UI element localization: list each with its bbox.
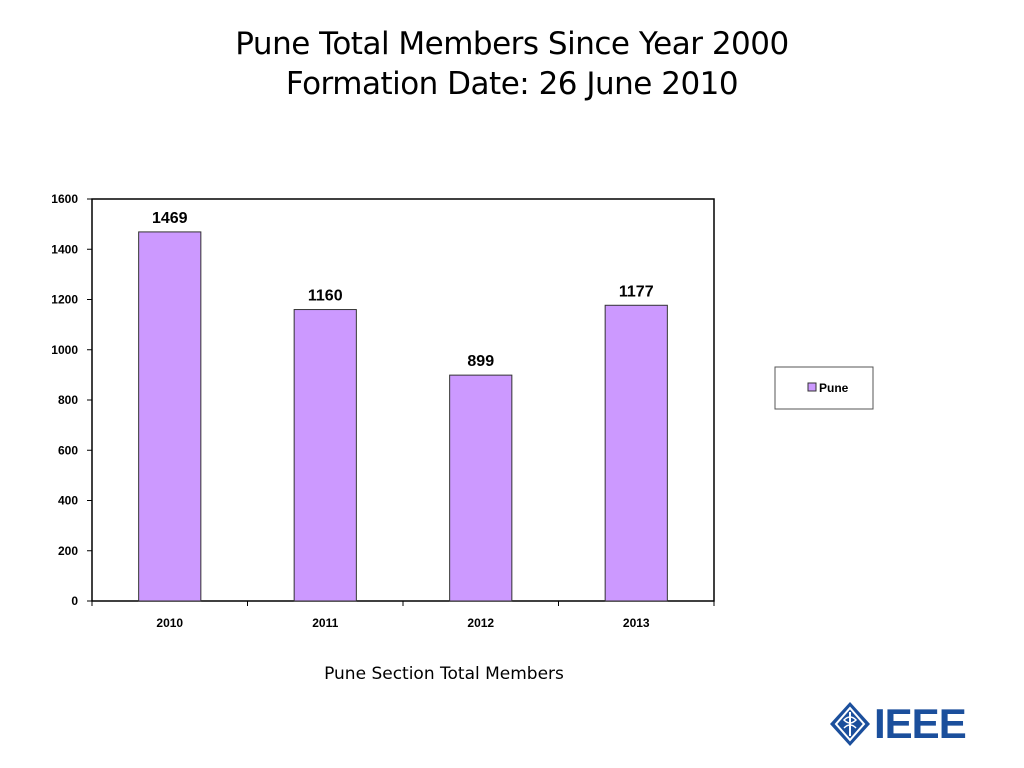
bar-data-label: 1469	[152, 210, 188, 227]
legend-box	[774, 366, 874, 410]
x-tick-label: 2011	[312, 616, 338, 630]
y-tick-label: 600	[58, 443, 78, 457]
slide-title: Pune Total Members Since Year 2000 Forma…	[0, 24, 1024, 104]
x-tick-label: 2013	[623, 616, 650, 630]
bar	[449, 374, 513, 602]
x-tick-label: 2012	[467, 616, 494, 630]
legend-label-pune: Pune	[819, 381, 849, 395]
y-tick-label: 0	[71, 594, 78, 608]
y-tick-label: 400	[58, 494, 78, 508]
title-line-2: Formation Date: 26 June 2010	[285, 66, 739, 102]
y-tick-label: 1200	[51, 293, 78, 307]
bar-data-label: 1177	[619, 283, 654, 300]
y-tick-label: 800	[58, 393, 78, 407]
legend-swatch	[807, 382, 817, 392]
ieee-logo-icon	[830, 702, 870, 746]
y-tick-label: 1000	[51, 343, 78, 357]
y-tick-label: 200	[58, 544, 78, 558]
y-tick-label: 1600	[51, 192, 78, 206]
title-line-1: Pune Total Members Since Year 2000	[235, 26, 789, 62]
bar-data-label: 899	[467, 353, 494, 370]
bar	[293, 309, 357, 602]
chart-caption: Pune Section Total Members	[324, 664, 564, 684]
y-tick-label: 1400	[51, 242, 78, 256]
bar	[604, 304, 668, 602]
bar-data-label: 1160	[308, 288, 343, 305]
logo-wordmark: IEEE	[874, 700, 967, 747]
bar	[138, 231, 202, 602]
x-tick-label: 2010	[156, 616, 183, 630]
